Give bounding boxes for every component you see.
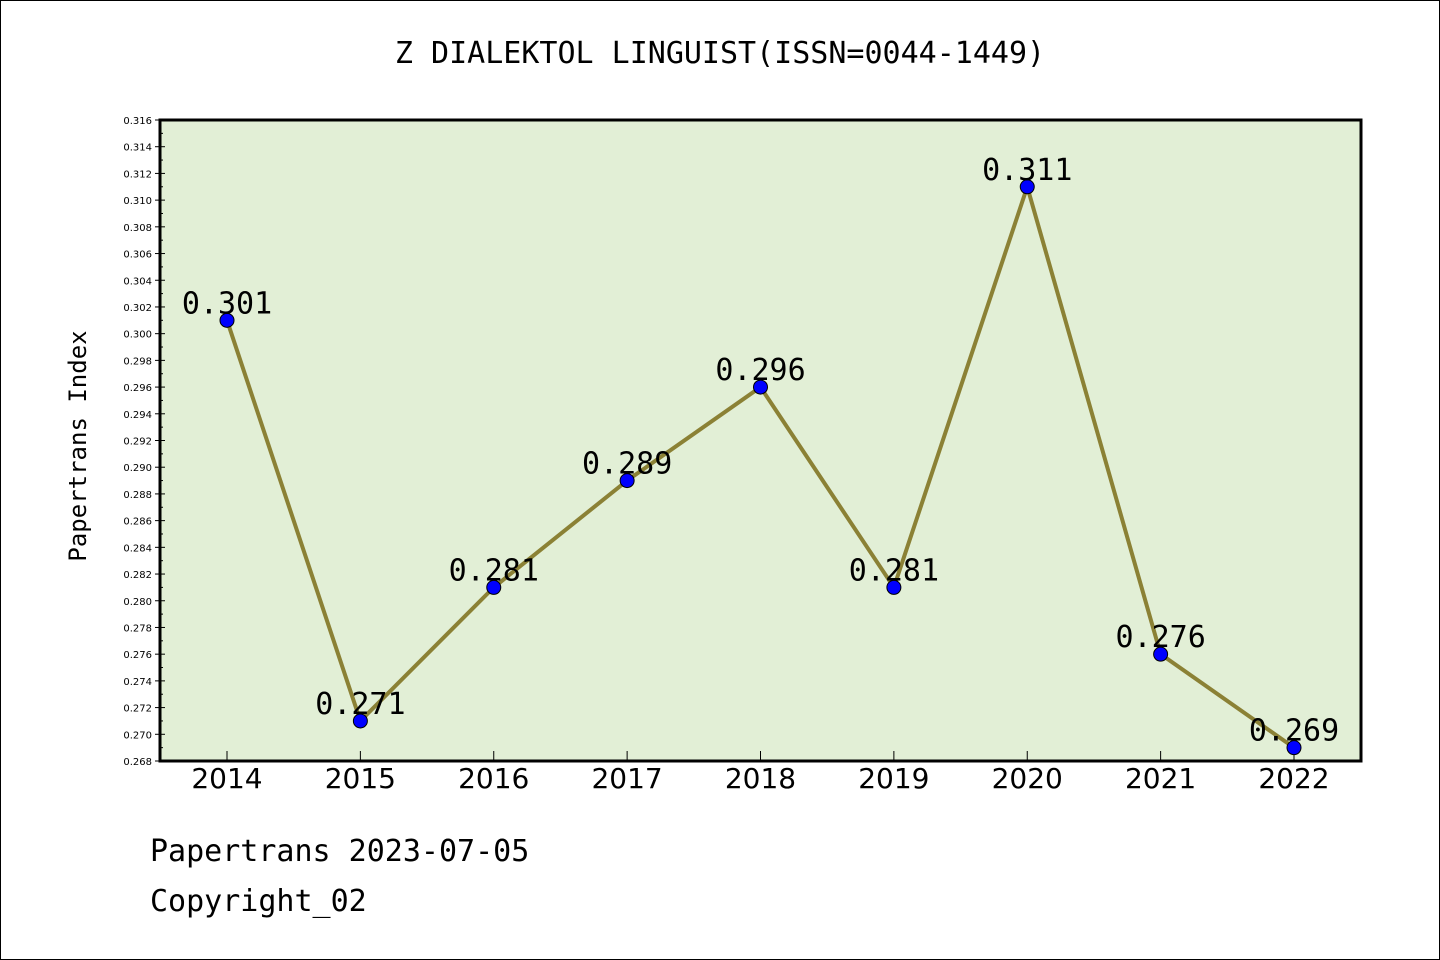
x-tick-label: 2015: [325, 762, 396, 795]
y-tick-label: 0.312: [123, 169, 152, 180]
y-tick-label: 0.292: [123, 437, 152, 448]
y-tick-label: 0.296: [123, 383, 152, 394]
data-label: 0.281: [449, 553, 539, 588]
y-tick-label: 0.276: [123, 650, 152, 661]
y-tick-label: 0.274: [123, 677, 152, 688]
y-tick-label: 0.300: [123, 330, 152, 341]
x-tick-label: 2017: [591, 762, 662, 795]
y-tick-label: 0.278: [123, 623, 152, 634]
y-tick-label: 0.304: [123, 276, 152, 287]
footer-date: Papertrans 2023-07-05: [150, 834, 529, 869]
y-tick-label: 0.308: [123, 223, 152, 234]
y-axis-label: Papertrans Index: [64, 330, 92, 561]
data-label: 0.271: [315, 687, 405, 722]
data-label: 0.276: [1115, 620, 1205, 655]
y-tick-label: 0.302: [123, 303, 152, 314]
data-label: 0.311: [982, 153, 1072, 188]
y-tick-label: 0.282: [123, 570, 152, 581]
y-tick-label: 0.290: [123, 463, 152, 474]
y-tick-label: 0.286: [123, 517, 152, 528]
data-label: 0.296: [715, 353, 805, 388]
y-tick-label: 0.272: [123, 704, 152, 715]
y-tick-label: 0.294: [123, 410, 152, 421]
x-tick-label: 2021: [1125, 762, 1196, 795]
y-tick-label: 0.284: [123, 543, 152, 554]
y-tick-label: 0.314: [123, 143, 152, 154]
data-label: 0.289: [582, 447, 672, 482]
data-label: 0.301: [182, 286, 272, 321]
x-tick-label: 2018: [725, 762, 796, 795]
data-label: 0.269: [1249, 714, 1339, 749]
footer-copyright: Copyright_02: [150, 884, 367, 919]
y-tick-label: 0.288: [123, 490, 152, 501]
y-tick-label: 0.268: [123, 757, 152, 768]
x-tick-label: 2019: [858, 762, 929, 795]
x-tick-label: 2016: [458, 762, 529, 795]
y-tick-label: 0.310: [123, 196, 152, 207]
y-tick-label: 0.316: [123, 116, 152, 127]
y-tick-label: 0.270: [123, 730, 152, 741]
y-tick-label: 0.298: [123, 356, 152, 367]
x-tick-label: 2014: [191, 762, 262, 795]
x-tick-label: 2020: [992, 762, 1063, 795]
data-label: 0.281: [849, 553, 939, 588]
y-tick-label: 0.280: [123, 597, 152, 608]
y-tick-label: 0.306: [123, 250, 152, 261]
x-tick-label: 2022: [1258, 762, 1329, 795]
